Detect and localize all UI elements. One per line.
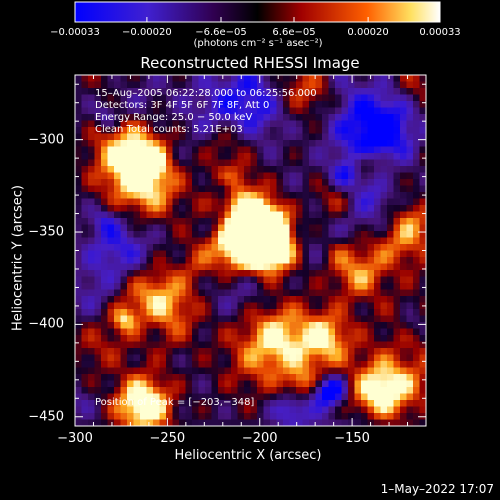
x-tick-label: −200: [241, 431, 278, 446]
x-tick-label: −300: [57, 431, 93, 446]
colorbar-tick-label: 0.00020: [347, 27, 389, 38]
axis-ticks: [74, 75, 427, 426]
y-tick-label: −450: [28, 409, 64, 425]
colorbar-tick-label: −0.00020: [122, 27, 172, 38]
colorbar-tick-label: −0.00033: [50, 27, 100, 38]
colorbar-tick-label: 6.6e−05: [272, 27, 316, 38]
y-axis-label: Heliocentric Y (arcsec): [10, 185, 26, 331]
annotation-peak: Position of Peak = [−203,−348]: [95, 397, 255, 408]
x-tick-label: −150: [334, 431, 370, 446]
y-tick-label: −350: [28, 224, 64, 240]
colorbar-tick-label: −6.6e−05: [195, 27, 247, 38]
timestamp: 1–May–2022 17:07: [380, 482, 494, 496]
colorbar-units: (photons cm⁻² s⁻¹ asec⁻²): [193, 38, 323, 49]
annotation-energy: Energy Range: 25.0 − 50.0 keV: [95, 112, 253, 123]
y-tick-label: −400: [28, 316, 64, 332]
annotation-detectors: Detectors: 3F 4F 5F 6F 7F 8F, Att 0: [95, 100, 270, 111]
x-tick-label: −250: [149, 431, 186, 446]
colorbar-ticks: [74, 17, 441, 22]
x-axis-label: Heliocentric X (arcsec): [174, 448, 322, 463]
heatmap-image: [75, 75, 426, 426]
y-tick-label: −300: [28, 132, 64, 148]
chart-title: Reconstructed RHESSI Image: [140, 54, 360, 72]
annotation-clean: Clean Total counts: 5.21E+03: [95, 124, 243, 135]
annotation-time-range: 15–Aug–2005 06:22:28.000 to 06:25:56.000: [95, 88, 317, 99]
colorbar: [74, 1, 441, 23]
colorbar-tick-label: 0.00033: [419, 27, 461, 38]
